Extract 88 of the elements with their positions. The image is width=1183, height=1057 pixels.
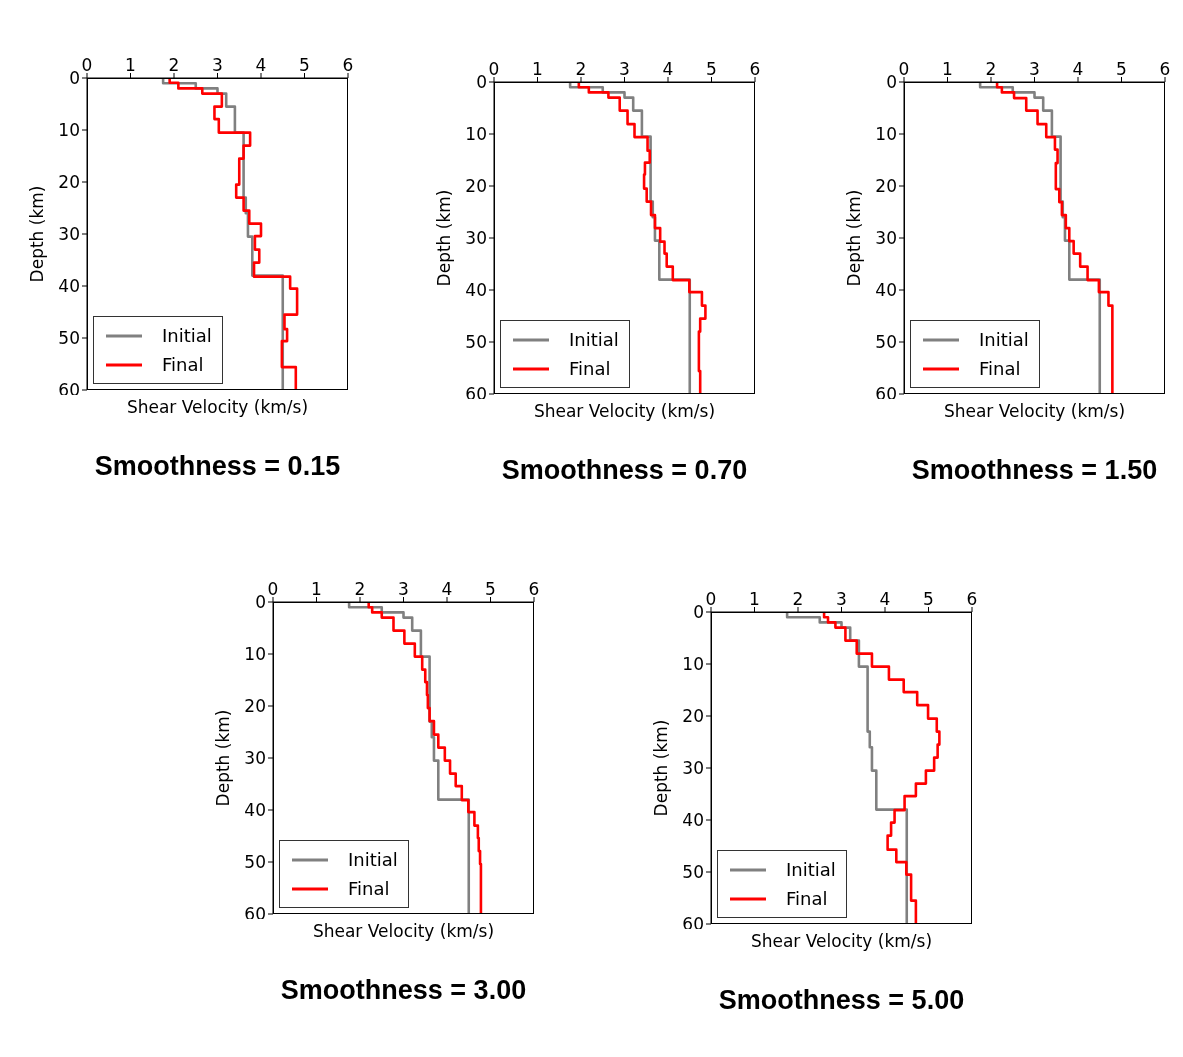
y-tick-label: 50	[244, 852, 266, 873]
x-tick-label: 6	[966, 589, 978, 609]
x-tick-label: 5	[1116, 59, 1127, 79]
legend-label: Final	[162, 354, 204, 375]
x-axis-title: Shear Velocity (km/s)	[125, 397, 310, 417]
x-tick-label: 6	[1159, 59, 1171, 79]
y-tick-label: 50	[875, 332, 897, 353]
x-tick-label: 3	[212, 55, 223, 75]
x-tick-label: 2	[985, 59, 997, 79]
y-tick-label: 50	[58, 328, 80, 349]
text: Smoothness = 5.00	[717, 985, 966, 1016]
y-tick-label: 40	[58, 276, 80, 297]
x-tick-label: 1	[942, 59, 953, 79]
y-tick-label: 10	[58, 120, 80, 141]
legend-label: Final	[786, 888, 828, 909]
y-tick-label: 10	[465, 124, 487, 145]
y-tick-label: 50	[682, 862, 704, 883]
y-tick-label: 40	[465, 280, 487, 301]
x-tick-label: 2	[354, 579, 366, 599]
legend-label: Initial	[348, 849, 398, 870]
legend-label: Final	[348, 878, 390, 899]
x-tick-label: 5	[706, 59, 717, 79]
x-tick-label: 6	[528, 579, 540, 599]
x-tick-label: 2	[575, 59, 587, 79]
y-tick-label: 20	[58, 172, 80, 193]
x-tick-label: 1	[749, 589, 760, 609]
y-tick-label: 0	[693, 602, 704, 623]
y-tick-label: 50	[465, 332, 487, 353]
y-tick-label: 30	[58, 224, 80, 245]
x-tick-label: 0	[81, 55, 93, 75]
x-tick-label: 2	[792, 589, 804, 609]
x-tick-label: 3	[1029, 59, 1040, 79]
y-axis-title: Depth (km)	[213, 709, 234, 807]
x-tick-label: 4	[662, 59, 674, 79]
x-tick-label: 4	[255, 55, 267, 75]
legend-label: Initial	[979, 329, 1029, 350]
y-axis-title: Depth (km)	[27, 185, 48, 283]
x-tick-label: 2	[168, 55, 180, 75]
x-tick-label: 3	[619, 59, 630, 79]
y-tick-label: 20	[682, 706, 704, 727]
legend-label: Final	[979, 358, 1021, 379]
y-tick-label: 40	[682, 810, 704, 831]
y-tick-label: 30	[682, 758, 704, 779]
y-axis-title: Depth (km)	[434, 189, 455, 287]
y-axis-title: Depth (km)	[651, 719, 672, 817]
y-tick-label: 40	[875, 280, 897, 301]
legend-label: Initial	[786, 859, 836, 880]
y-tick-label: 0	[886, 72, 897, 93]
x-axis-title: Shear Velocity (km/s)	[532, 401, 717, 421]
y-tick-label: 0	[476, 72, 487, 93]
y-tick-label: 40	[244, 800, 266, 821]
y-tick-label: 20	[244, 696, 266, 717]
y-tick-label: 30	[244, 748, 266, 769]
x-tick-label: 4	[1072, 59, 1084, 79]
y-tick-label: 30	[465, 228, 487, 249]
x-tick-label: 0	[488, 59, 500, 79]
legend-label: Initial	[569, 329, 619, 350]
y-tick-label: 10	[682, 654, 704, 675]
x-axis-title: Shear Velocity (km/s)	[942, 401, 1127, 421]
x-tick-label: 5	[923, 589, 934, 609]
x-tick-label: 4	[441, 579, 453, 599]
y-tick-label: 30	[875, 228, 897, 249]
x-tick-label: 4	[879, 589, 891, 609]
y-tick-label: 10	[244, 644, 266, 665]
x-axis-title: Shear Velocity (km/s)	[311, 921, 496, 941]
x-tick-label: 0	[705, 589, 717, 609]
legend-label: Initial	[162, 325, 212, 346]
text: Smoothness = 1.50	[910, 455, 1159, 486]
x-tick-label: 3	[836, 589, 847, 609]
y-tick-label: 10	[875, 124, 897, 145]
x-axis-title: Shear Velocity (km/s)	[749, 931, 934, 951]
x-tick-label: 6	[342, 55, 354, 75]
x-tick-label: 0	[267, 579, 279, 599]
x-tick-label: 6	[749, 59, 761, 79]
x-tick-label: 3	[398, 579, 409, 599]
text: Smoothness = 0.15	[93, 451, 342, 482]
x-tick-label: 5	[299, 55, 310, 75]
x-tick-label: 0	[898, 59, 910, 79]
text: Smoothness = 3.00	[279, 975, 528, 1006]
x-tick-label: 1	[311, 579, 322, 599]
x-tick-label: 1	[532, 59, 543, 79]
x-tick-label: 5	[485, 579, 496, 599]
y-tick-label: 20	[875, 176, 897, 197]
legend-label: Final	[569, 358, 611, 379]
text: Smoothness = 0.70	[500, 455, 749, 486]
x-tick-label: 1	[125, 55, 136, 75]
y-axis-title: Depth (km)	[844, 189, 865, 287]
y-tick-label: 20	[465, 176, 487, 197]
